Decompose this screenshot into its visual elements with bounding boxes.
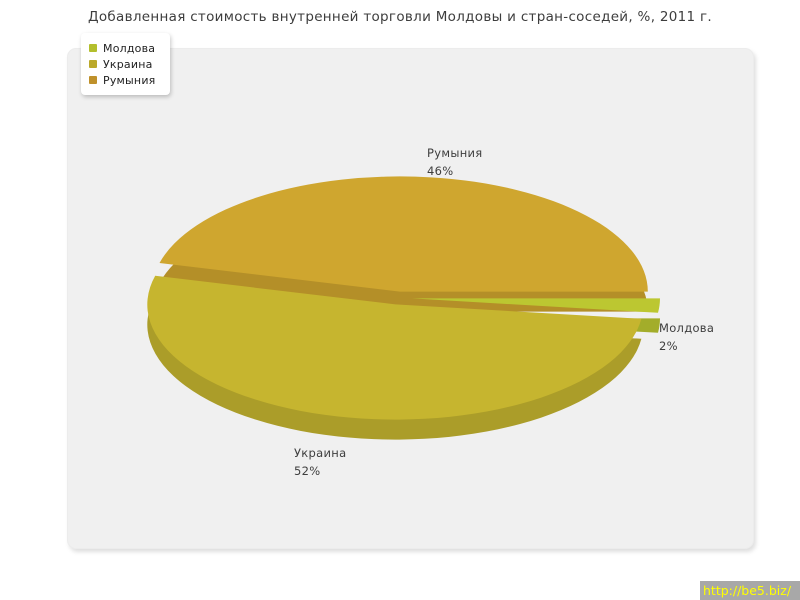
chart-legend: Молдова Украина Румыния <box>81 33 170 95</box>
slice-label-name: Молдова <box>659 321 715 335</box>
watermark-link[interactable]: http://be5.biz/ <box>700 581 800 600</box>
legend-item-1[interactable]: Украина <box>89 56 156 72</box>
legend-item-0[interactable]: Молдова <box>89 40 156 56</box>
legend-label: Молдова <box>103 41 156 55</box>
slice-label-2: Румыния 46% <box>427 144 483 180</box>
pie-slice-1[interactable] <box>147 275 642 420</box>
legend-label: Румыния <box>103 73 156 87</box>
slice-label-percent: 46% <box>427 164 454 178</box>
slice-label-1: Украина 52% <box>294 444 346 480</box>
slice-label-name: Украина <box>294 446 347 460</box>
legend-swatch-icon <box>89 60 97 68</box>
legend-item-2[interactable]: Румыния <box>89 72 156 88</box>
slice-label-0: Молдова 2% <box>659 319 714 355</box>
pie-slice-2[interactable] <box>159 176 648 292</box>
chart-title: Добавленная стоимость внутренней торговл… <box>87 9 713 25</box>
legend-swatch-icon <box>89 76 97 84</box>
pie-slice-0[interactable] <box>412 298 660 313</box>
legend-label: Украина <box>103 57 153 71</box>
slice-label-percent: 52% <box>294 464 321 478</box>
legend-swatch-icon <box>89 44 97 52</box>
slice-label-name: Румыния <box>427 146 483 160</box>
slice-label-percent: 2% <box>659 339 678 353</box>
